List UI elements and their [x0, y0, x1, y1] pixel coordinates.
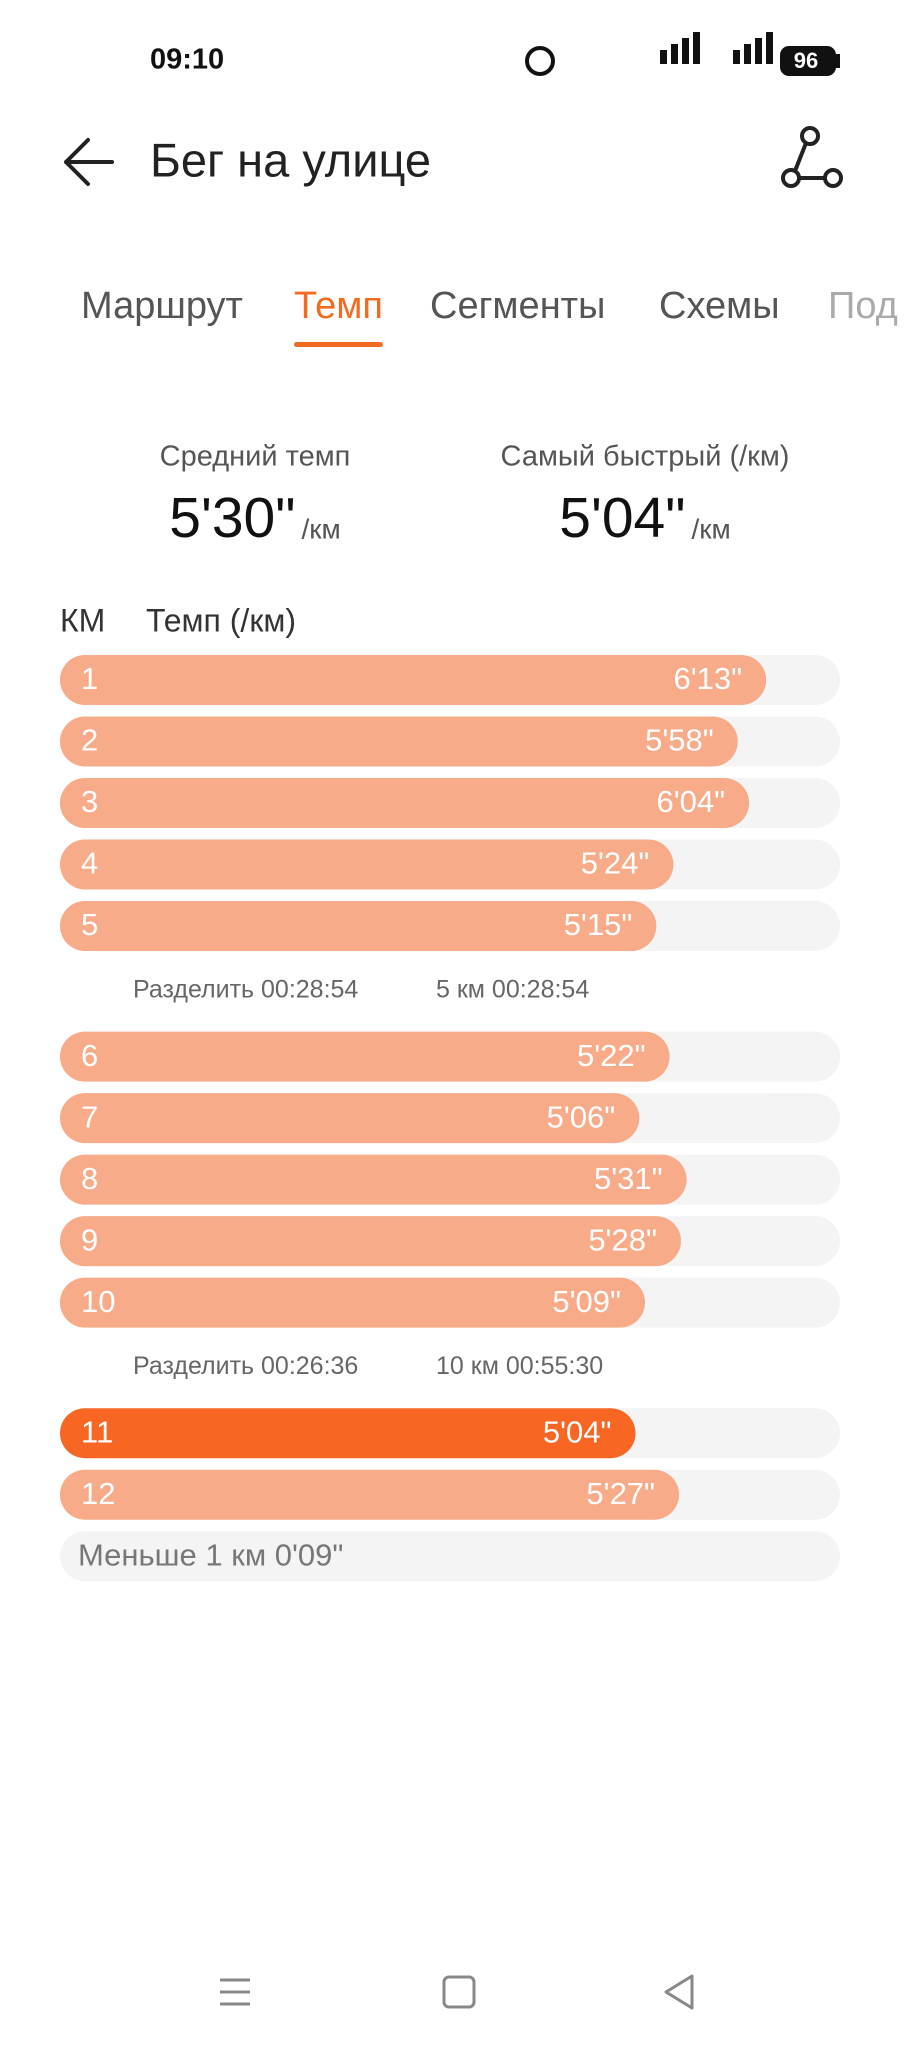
column-header: Темп (/км) [146, 602, 296, 638]
km-label: 2 [81, 723, 98, 758]
bar [60, 1031, 670, 1082]
stat-value: 5'30" [169, 486, 295, 550]
remainder-track [60, 1531, 840, 1582]
stat-label: Самый быстрый (/км) [501, 441, 790, 473]
pace-label: 5'06" [547, 1099, 616, 1134]
km-label: 11 [81, 1414, 113, 1449]
bar [60, 1154, 687, 1205]
km-label: 9 [81, 1222, 98, 1257]
km-label: 7 [81, 1099, 98, 1134]
menu-button[interactable] [220, 1978, 250, 2006]
battery-level: 96 [794, 48, 818, 73]
tab[interactable]: Темп [294, 285, 383, 327]
km-label: 8 [81, 1161, 98, 1196]
tab[interactable]: Под [828, 285, 898, 327]
pace-chart: КМ Темп (/км) 1 6'13" 2 5'58" 3 6'04" 4 5'24" 5 5'1… [60, 602, 840, 1582]
pace-label: 6'13" [674, 661, 743, 696]
tab-bar: Маршрут Темп Сегменты Схемы Под [81, 285, 898, 347]
split-label: Разделить 00:26:36 [133, 1352, 358, 1380]
status-time: 09:10 [150, 44, 224, 76]
route-button[interactable] [781, 126, 843, 188]
km-label: 5 [81, 907, 98, 942]
tab-indicator [294, 342, 383, 347]
home-button[interactable] [442, 1975, 476, 2009]
pace-label: 5'58" [645, 723, 714, 758]
pace-label: 5'31" [594, 1161, 663, 1196]
back-nav-button[interactable] [664, 1974, 694, 2010]
pace-label: 5'28" [588, 1222, 657, 1257]
km-label: 1 [81, 661, 98, 696]
column-header: КМ [60, 602, 105, 638]
remainder-label: Меньше 1 км 0'09" [78, 1537, 343, 1572]
bar [60, 901, 657, 951]
km-label: 4 [81, 846, 98, 881]
stat-unit: /км [301, 513, 340, 544]
back-button[interactable] [64, 138, 114, 186]
km-label: 12 [81, 1476, 115, 1511]
split-label: Разделить 00:28:54 [133, 976, 358, 1004]
pace-label: 5'04" [543, 1414, 612, 1449]
pace-label: 5'27" [586, 1476, 655, 1511]
pace-label: 5'24" [581, 846, 650, 881]
stat-value: 5'04" [559, 486, 685, 550]
bar [60, 778, 750, 828]
nav-bar [220, 1974, 694, 2010]
page-title: Бег на улице [150, 133, 431, 186]
km-label: 10 [81, 1284, 115, 1319]
pace-label: 5'22" [577, 1038, 646, 1073]
bar [60, 655, 767, 705]
tab[interactable]: Сегменты [430, 285, 605, 327]
split-total: 5 км 00:28:54 [436, 976, 589, 1004]
stat-unit: /км [691, 513, 730, 544]
stat-label: Средний темп [160, 441, 351, 473]
bar [60, 1216, 681, 1267]
bar [60, 1408, 636, 1459]
status-icons [525, 32, 840, 76]
tab[interactable]: Схемы [659, 285, 780, 327]
split-total: 10 км 00:55:30 [436, 1352, 603, 1380]
pace-label: 5'15" [564, 907, 633, 942]
bar [60, 716, 738, 767]
bar [60, 1469, 680, 1520]
pace-label: 5'09" [552, 1284, 621, 1319]
bar [60, 839, 674, 890]
tab[interactable]: Маршрут [81, 285, 243, 327]
km-label: 3 [81, 784, 98, 819]
bar [60, 1093, 640, 1144]
pace-label: 6'04" [656, 784, 725, 819]
bar [60, 1277, 645, 1328]
km-label: 6 [81, 1038, 98, 1073]
